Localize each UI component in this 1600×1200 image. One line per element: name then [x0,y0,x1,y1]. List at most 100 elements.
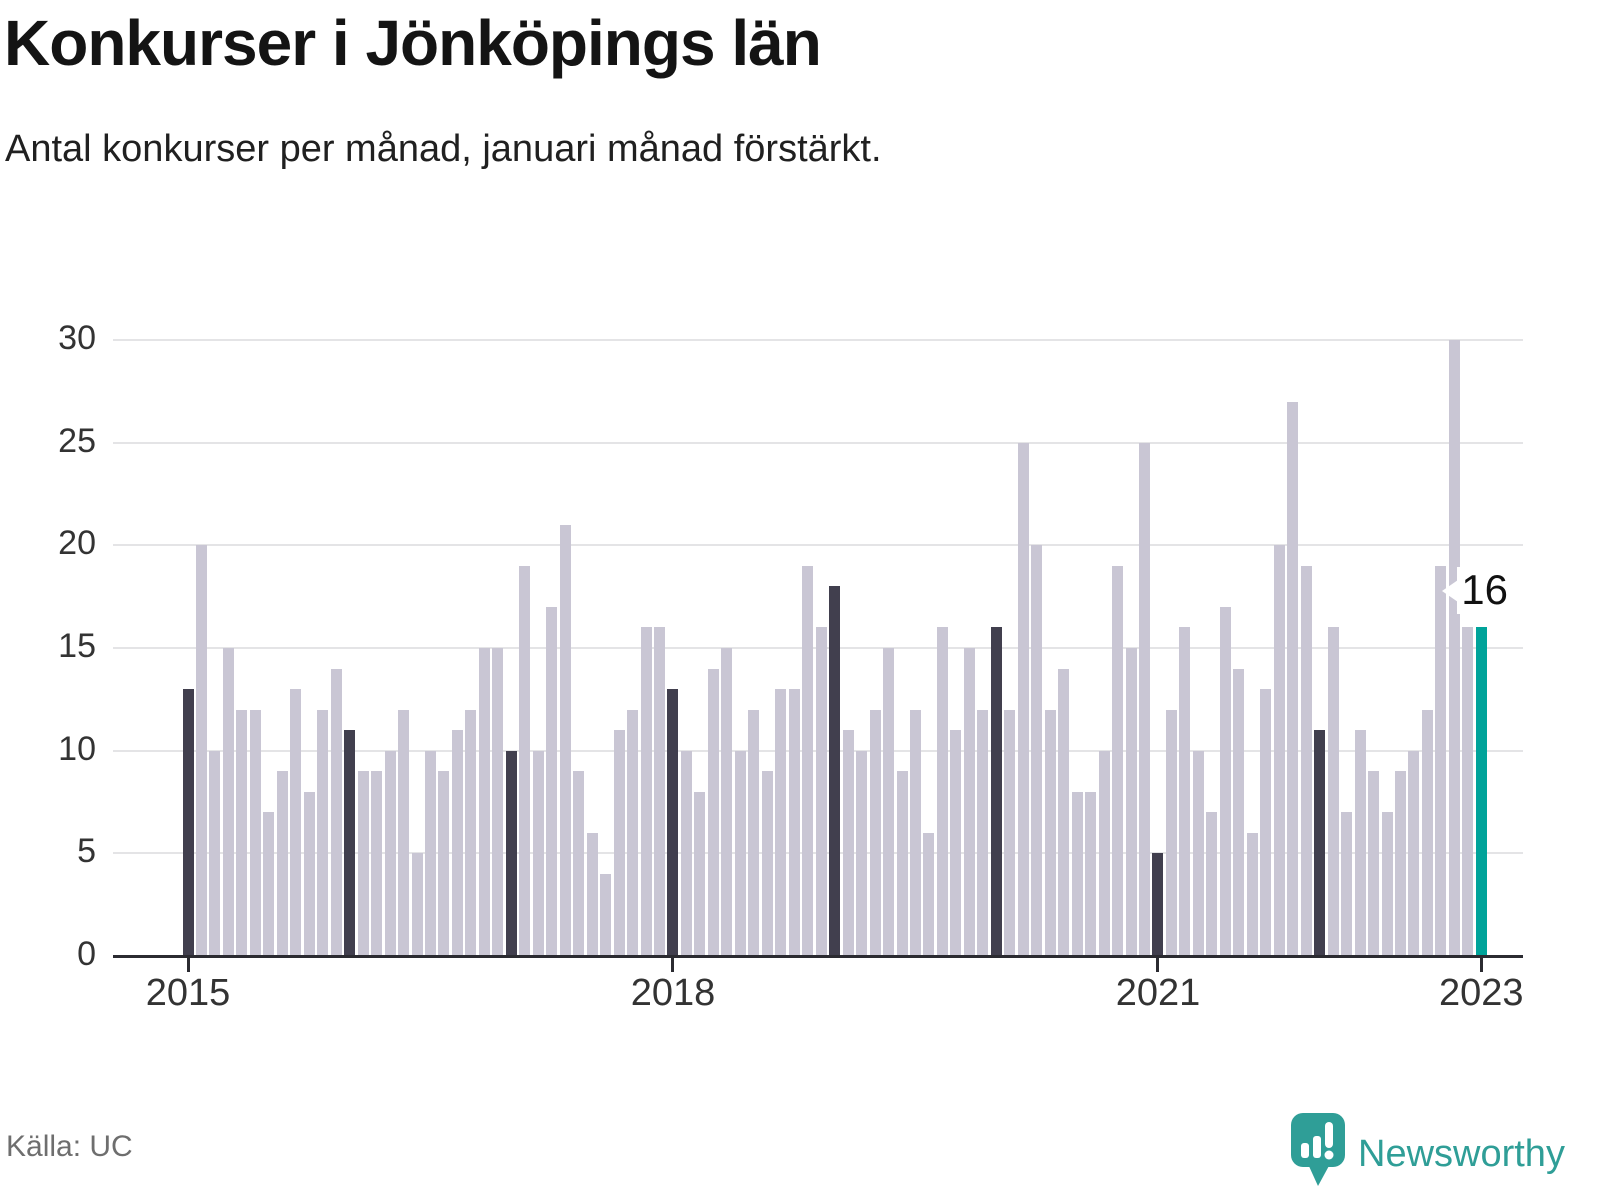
bar-month [411,853,423,955]
bar-month [1017,442,1029,955]
bar-month [950,730,962,955]
x-tick-mark-2015 [186,957,190,972]
bar-month [1381,812,1393,955]
bar-month [1044,709,1056,955]
bar-month [707,668,719,955]
bar-month [923,832,935,955]
bar-month [195,545,207,955]
bar-month [1071,791,1083,955]
bar-month [546,606,558,955]
bar-month [263,812,275,955]
bar-month [209,750,221,955]
bar-month [303,791,315,955]
x-tick-label-2015: 2015 [145,972,231,1014]
bar-month [1260,689,1272,955]
bar-month [1085,791,1097,955]
bar-month [1341,812,1353,955]
bar-month [424,750,436,955]
bar-january [829,586,841,955]
bar-month [721,648,733,955]
bar-month [1179,627,1191,955]
bar-month [1368,771,1380,955]
bar-month [290,689,302,955]
x-tick-mark-2023 [1479,957,1483,972]
gridline-y30 [113,339,1523,341]
y-tick-label-25: 25 [58,421,96,460]
newsworthy-logo-icon [1291,1113,1345,1186]
bar-month [249,709,261,955]
bar-month [519,565,531,955]
x-tick-mark-2018 [671,957,675,972]
gridline-y25 [113,441,1523,444]
bar-month [734,750,746,955]
x-tick-label-2018: 2018 [630,972,716,1014]
bar-month [613,730,625,955]
bar-month [654,627,666,955]
bar-month [1031,545,1043,955]
bar-month [680,750,692,955]
bar-month [478,648,490,955]
y-tick-label-0: 0 [77,935,96,973]
bar-month [398,709,410,955]
bar-january [1314,730,1326,955]
page-subtitle: Antal konkurser per månad, januari månad… [5,128,882,170]
bar-month [236,709,248,955]
bar-month [1448,340,1460,955]
bar-month [317,709,329,955]
y-tick-label-30: 30 [58,319,96,357]
bar-month [1462,627,1474,955]
bar-month [842,730,854,955]
bar-january [1152,853,1164,955]
bar-month [1300,565,1312,955]
bar-month [815,627,827,955]
y-tick-label-5: 5 [77,832,96,871]
bar-month [1287,401,1299,955]
bar-month [465,709,477,955]
bar-highlight-latest [1475,627,1487,955]
page-title: Konkurser i Jönköpings län [4,7,822,79]
bar-month [1192,750,1204,955]
bar-month [357,771,369,955]
y-tick-label-10: 10 [58,729,96,768]
gridline-y20 [113,544,1523,547]
newsworthy-brand-name: Newsworthy [1358,1132,1565,1175]
bar-month [883,648,895,955]
bar-month [1139,442,1150,955]
bar-month [573,771,585,955]
bar-january [344,730,356,955]
bar-month [1004,709,1016,955]
newsworthy-brand: Newsworthy [1290,1112,1565,1190]
bar-month [276,771,288,955]
bar-month [909,709,921,955]
bar-month [761,771,773,955]
bar-month [788,689,800,955]
bar-month [936,627,948,955]
bar-month [371,771,383,955]
bar-month [1165,709,1177,955]
y-tick-label-15: 15 [58,627,96,665]
bar-month [1327,627,1339,955]
bar-month [694,791,706,955]
bar-month [451,730,463,955]
bar-month [384,750,396,955]
latest-value-label: 16 [1442,567,1513,614]
x-axis-line [113,955,1523,958]
x-tick-mark-2021 [1156,957,1160,972]
bar-month [1421,709,1433,955]
bar-january [667,689,679,955]
bar-month [896,771,908,955]
bar-month [1354,730,1366,955]
bar-month [438,771,450,955]
bar-january [182,689,194,955]
bar-month [1125,648,1137,955]
bar-month [627,709,639,955]
bar-month [869,709,881,955]
bar-month [1246,832,1258,955]
bar-month [1206,812,1218,955]
bar-month [1273,545,1285,955]
bar-month [1098,750,1110,955]
bar-month [1058,668,1070,955]
bar-month [748,709,760,955]
bar-month [977,709,989,955]
